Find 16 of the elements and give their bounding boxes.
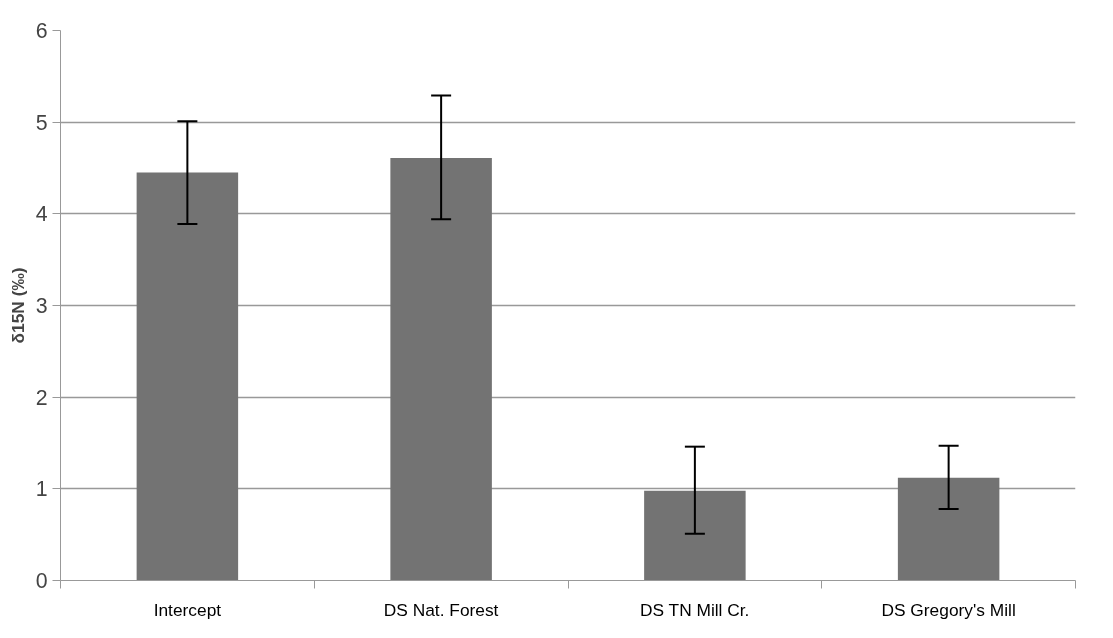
y-tick-label: 5 (35, 110, 48, 135)
y-tick-label: 1 (35, 477, 48, 502)
y-tick-label: 3 (35, 294, 48, 318)
y-tick-label: 4 (35, 202, 48, 227)
bar (644, 490, 746, 581)
x-tick-label: DS Nat. Forest (383, 599, 499, 620)
y-tick-label: 6 (35, 19, 48, 43)
bar (136, 172, 239, 581)
y-tick-label: 0 (35, 569, 48, 593)
y-tick-label: 2 (35, 385, 48, 410)
x-tick-label: Intercept (153, 599, 222, 620)
x-tick-label: DS TN Mill Cr. (640, 599, 750, 620)
bar (390, 157, 492, 581)
y-axis-title: δ15N (‰) (7, 267, 28, 344)
bar (897, 477, 1000, 581)
x-tick-label: DS Gregory's Mill (881, 599, 1016, 620)
